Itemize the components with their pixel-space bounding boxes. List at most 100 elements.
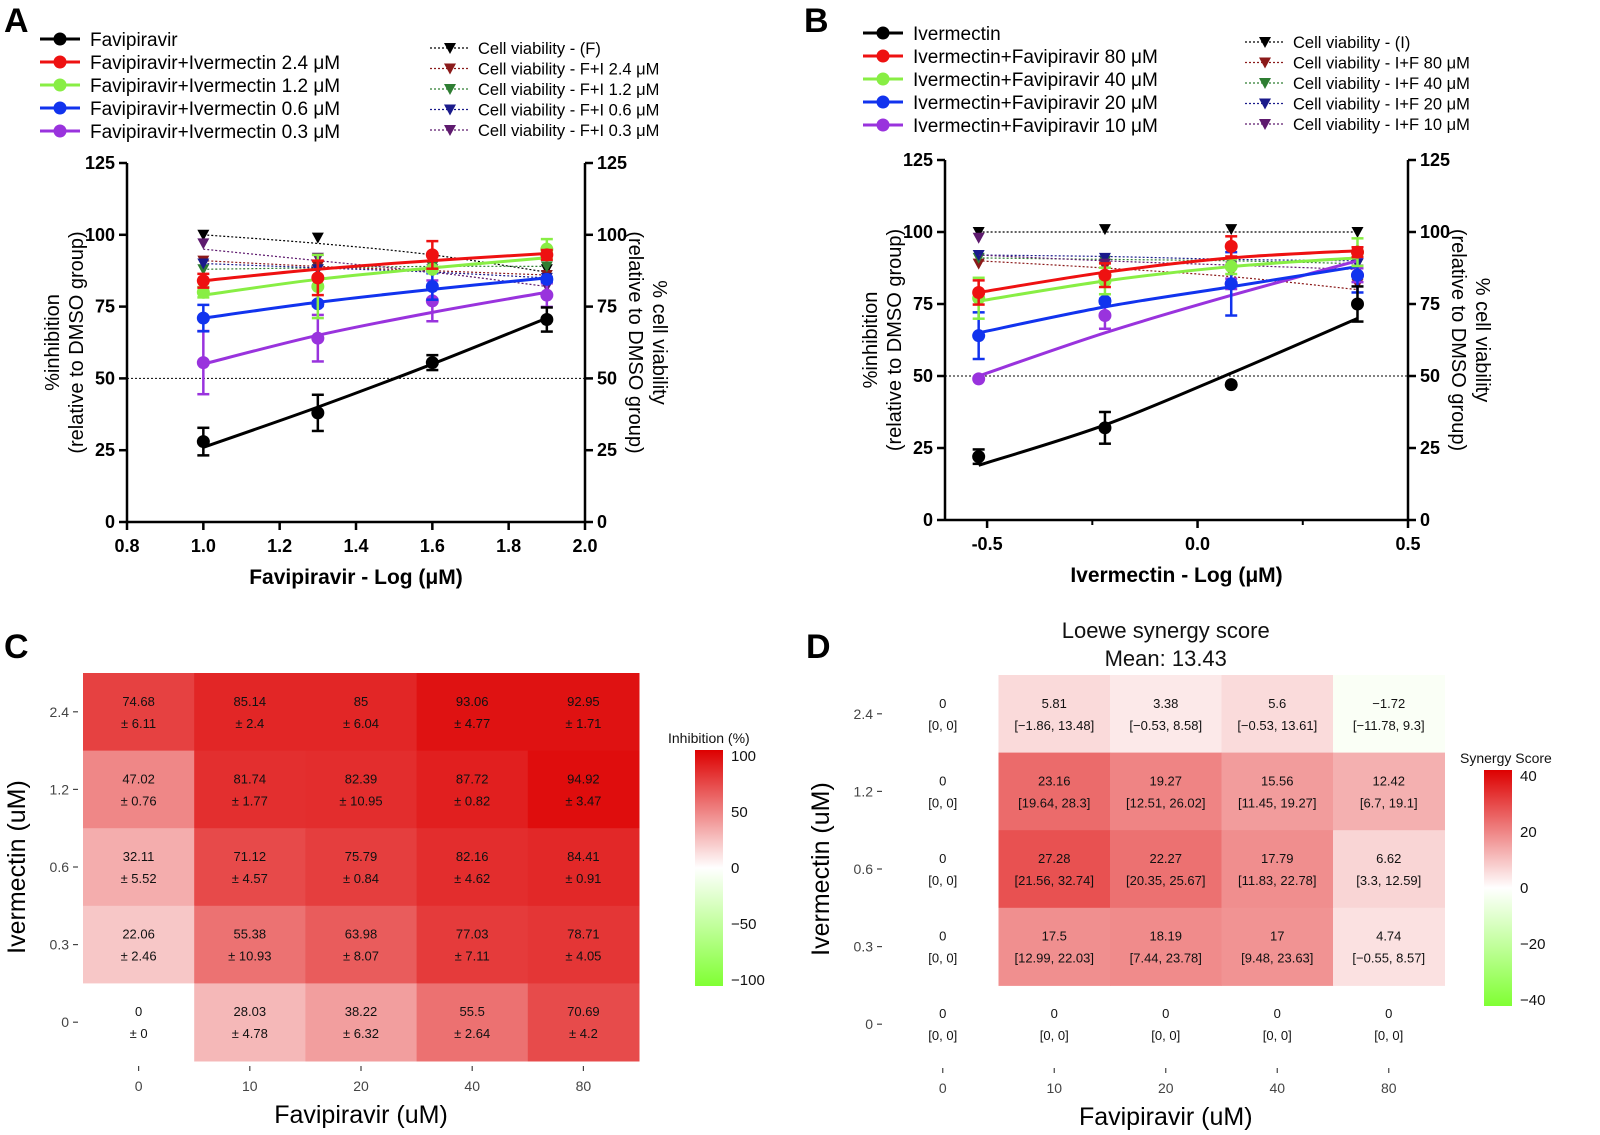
heatmap-cell <box>1110 907 1222 986</box>
y-tick-label: 50 <box>913 366 933 386</box>
cell-interval: ± 3.47 <box>565 793 601 808</box>
y-tick-label: 0 <box>61 1014 69 1030</box>
cell-interval: [0, 0] <box>1263 1028 1292 1043</box>
heatmap-cell <box>83 905 195 984</box>
x-tick-label: 0.5 <box>1395 534 1420 554</box>
legend-marker <box>53 32 67 46</box>
legend-marker <box>876 49 890 63</box>
viability-point <box>1098 252 1111 264</box>
cell-interval: ± 10.93 <box>228 949 271 964</box>
cell-interval: [19.64, 28.3] <box>1018 795 1090 810</box>
x-tick-label: 80 <box>576 1078 592 1094</box>
cell-value: 82.16 <box>456 849 489 864</box>
panel-b-dose-response: 0 0 25 25 50 50 75 75 100 100 125 125 -0.5 0.0 0.5 %inh… <box>860 24 1493 587</box>
cell-interval: ± 4.05 <box>565 949 601 964</box>
cell-value: 22.06 <box>122 927 155 942</box>
cell-interval: ± 2.64 <box>454 1026 490 1041</box>
cell-value: 3.38 <box>1153 696 1178 711</box>
cell-value: 87.72 <box>456 771 489 786</box>
legend-marker <box>53 78 67 92</box>
cell-interval: ± 2.4 <box>235 716 264 731</box>
cell-value: 4.74 <box>1376 929 1401 944</box>
cell-interval: ± 4.78 <box>232 1026 268 1041</box>
cell-value: 0 <box>1385 1006 1392 1021</box>
y2-axis-label-line2: (relative to DMSO group) <box>1447 229 1469 451</box>
legend-label: Cell viability - I+F 40 μM <box>1293 75 1470 93</box>
inhibition-fit-line <box>203 276 547 320</box>
colorbar-c-title: Inhibition (%) <box>668 730 750 746</box>
legend-label: Ivermectin+Favipiravir 40 μM <box>913 70 1158 91</box>
cell-value: 12.42 <box>1372 773 1405 788</box>
colorbar-d <box>1484 770 1512 1006</box>
legend-marker <box>444 104 456 116</box>
heatmap-cell <box>194 828 306 907</box>
cell-interval: ± 1.77 <box>232 793 268 808</box>
x-tick-label: 1.4 <box>343 536 368 556</box>
cell-value: 27.28 <box>1038 851 1071 866</box>
heatmap-cell <box>416 905 529 984</box>
colorbar-tick-label: 0 <box>1520 880 1528 897</box>
y2-tick-label: 25 <box>597 440 617 460</box>
cell-value: 0 <box>939 696 946 711</box>
cell-value: 0 <box>1051 1006 1058 1021</box>
legend-label: Cell viability - I+F 10 μM <box>1293 116 1470 134</box>
y-tick-label: 2.4 <box>854 706 874 722</box>
inhibition-fit-line <box>978 317 1359 467</box>
legend-label: Cell viability - F+I 1.2 μM <box>478 81 659 99</box>
cell-interval: ± 1.71 <box>565 716 601 731</box>
heatmap-cell <box>305 673 418 752</box>
legend-marker <box>1259 98 1271 110</box>
y-tick-label: 125 <box>85 153 115 173</box>
chart-subtitle: Mean: 13.43 <box>1105 646 1227 671</box>
viability-fit-line <box>978 257 1358 265</box>
legend-label: Favipiravir+Ivermectin 2.4 μM <box>90 53 340 74</box>
y-axis-label-line2: (relative to DMSO group) <box>66 231 88 453</box>
y-axis-label: Ivermectin (uM) <box>807 782 835 956</box>
inhibition-point <box>1224 260 1238 274</box>
y-tick-label: 0.6 <box>854 861 874 877</box>
cell-value: 74.68 <box>122 694 155 709</box>
cell-interval: [3.3, 12.59] <box>1356 873 1421 888</box>
legend-label: Ivermectin+Favipiravir 80 μM <box>913 47 1158 68</box>
inhibition-point <box>1224 378 1238 392</box>
legend-label: Cell viability - I+F 80 μM <box>1293 55 1470 73</box>
cell-interval: [11.83, 22.78] <box>1238 873 1317 888</box>
panel-letter-a: A <box>4 2 29 40</box>
heatmap-cell <box>527 905 640 984</box>
inhibition-point <box>540 313 554 327</box>
y2-axis-label-line2: (relative to DMSO group) <box>624 231 646 453</box>
heatmap-cell <box>194 983 306 1062</box>
cell-value: 38.22 <box>345 1004 378 1019</box>
heatmap-cell <box>416 673 529 752</box>
y2-tick-label: 75 <box>1420 294 1440 314</box>
inhibition-fit-line <box>203 251 547 283</box>
heatmap-cell <box>1221 907 1334 986</box>
cell-interval: [6.7, 19.1] <box>1360 795 1418 810</box>
cell-interval: [−0.53, 8.58] <box>1129 718 1202 733</box>
x-tick-label: 1.8 <box>496 536 521 556</box>
inhibition-point <box>540 272 554 286</box>
inhibition-fit-line <box>202 290 548 366</box>
viability-point <box>1225 224 1238 236</box>
legend-label: Cell viability - I+F 20 μM <box>1293 96 1470 114</box>
cell-value: 17 <box>1270 929 1284 944</box>
inhibition-point <box>540 248 554 262</box>
y2-tick-label: 75 <box>597 297 617 317</box>
inhibition-fit-line <box>978 265 1358 335</box>
viability-point <box>197 258 210 270</box>
y-axis-label: %inhibition (relative to DMSO group) <box>860 229 906 451</box>
y-tick-label: 25 <box>95 440 115 460</box>
y2-tick-label: 50 <box>1420 366 1440 386</box>
x-tick-label: 2.0 <box>572 536 597 556</box>
y-tick-label: 0 <box>923 510 933 530</box>
cell-interval: [12.51, 26.02] <box>1126 795 1206 810</box>
y-tick-label: 1.2 <box>854 783 874 799</box>
inhibition-point <box>311 406 325 420</box>
y-tick-label: 125 <box>903 150 933 170</box>
legend-label: Favipiravir+Ivermectin 1.2 μM <box>90 76 340 97</box>
viability-fit-line <box>203 234 547 273</box>
inhibition-fit-line <box>978 256 1358 303</box>
inhibition-point <box>196 311 210 325</box>
cell-interval: [0, 0] <box>928 1028 957 1043</box>
y-tick-label: 100 <box>903 222 933 242</box>
